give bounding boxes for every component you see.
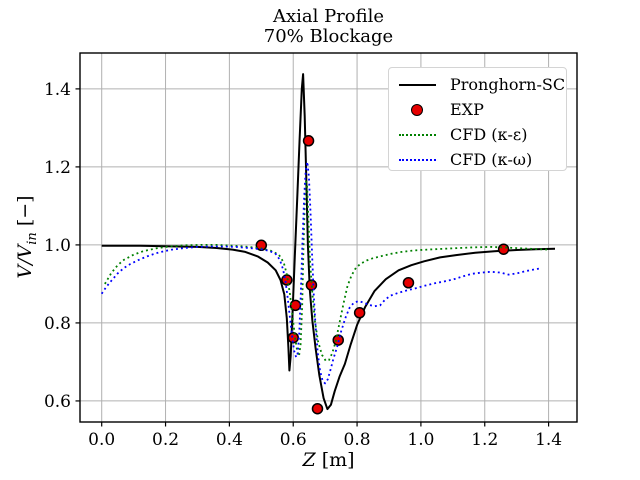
marker-exp — [289, 299, 302, 312]
marker-exp — [402, 276, 415, 289]
legend-label: EXP — [450, 100, 484, 119]
x-tick-label: 0.4 — [216, 430, 243, 450]
dotted-line-swatch — [398, 158, 436, 161]
plot-border — [79, 52, 578, 423]
x-tick-label: 1.0 — [407, 430, 434, 450]
y-axis-subscript: in — [24, 232, 40, 245]
marker-exp — [305, 279, 318, 291]
marker-exp — [302, 135, 315, 147]
legend-entry-cfd-k-epsilon: CFD (κ-ε) — [397, 122, 566, 147]
y-axis-label: V/Vin [−] — [14, 195, 40, 278]
legend-entry-cfd-k-omega: CFD (κ-ω) — [397, 147, 566, 172]
legend-label: Pronghorn-SC — [450, 75, 566, 94]
legend-entry-pronghorn-sc: Pronghorn-SC — [397, 72, 566, 97]
x-axis-unit: [m] — [315, 449, 355, 471]
y-tick-label: 1.2 — [44, 158, 71, 178]
legend-swatch-box — [397, 83, 437, 86]
dotted-line-swatch — [398, 133, 436, 136]
series-cfd-κ-ε — [104, 179, 549, 362]
circle-marker-swatch — [411, 103, 423, 116]
legend-entry-exp: EXP — [397, 97, 566, 122]
series-pronghorn-sc — [101, 73, 556, 411]
y-tick-label: 0.6 — [44, 392, 71, 412]
legend-swatch-box — [397, 158, 437, 161]
chart-title-line1: Axial Profile — [272, 6, 385, 27]
x-axis-symbol: Z — [302, 449, 316, 471]
y-tick-label: 1.4 — [44, 80, 71, 100]
y-tick-label: 0.8 — [44, 314, 71, 334]
chart-title: Axial Profile 70% Blockage — [80, 7, 577, 47]
legend-label: CFD (κ-ε) — [450, 125, 528, 144]
marker-exp — [255, 239, 268, 252]
marker-exp — [332, 334, 344, 346]
solid-line-swatch — [398, 83, 436, 86]
x-tick-label: 0.2 — [152, 430, 179, 450]
marker-exp — [311, 402, 324, 415]
y-axis-symbol: V/V — [14, 244, 37, 279]
x-tick-label: 1.2 — [471, 430, 498, 450]
legend-swatch-box — [397, 103, 437, 116]
chart-title-line2: 70% Blockage — [263, 26, 394, 47]
x-tick-label: 0.0 — [88, 430, 115, 450]
x-tick-label: 1.4 — [535, 430, 562, 450]
series-cfd-κ-ω — [100, 160, 541, 385]
y-axis-unit: [−] — [14, 195, 37, 233]
marker-exp — [353, 307, 366, 319]
y-tick-label: 1.0 — [44, 236, 71, 256]
x-tick-label: 0.8 — [344, 430, 371, 450]
legend-swatch-box — [397, 133, 437, 136]
legend-label: CFD (κ-ω) — [450, 150, 533, 169]
legend: Pronghorn-SC EXP CFD (κ-ε) CFD (κ-ω) — [388, 67, 567, 171]
marker-exp — [497, 243, 510, 255]
x-axis-label: Z [m] — [80, 449, 577, 471]
x-tick-label: 0.6 — [280, 430, 307, 450]
